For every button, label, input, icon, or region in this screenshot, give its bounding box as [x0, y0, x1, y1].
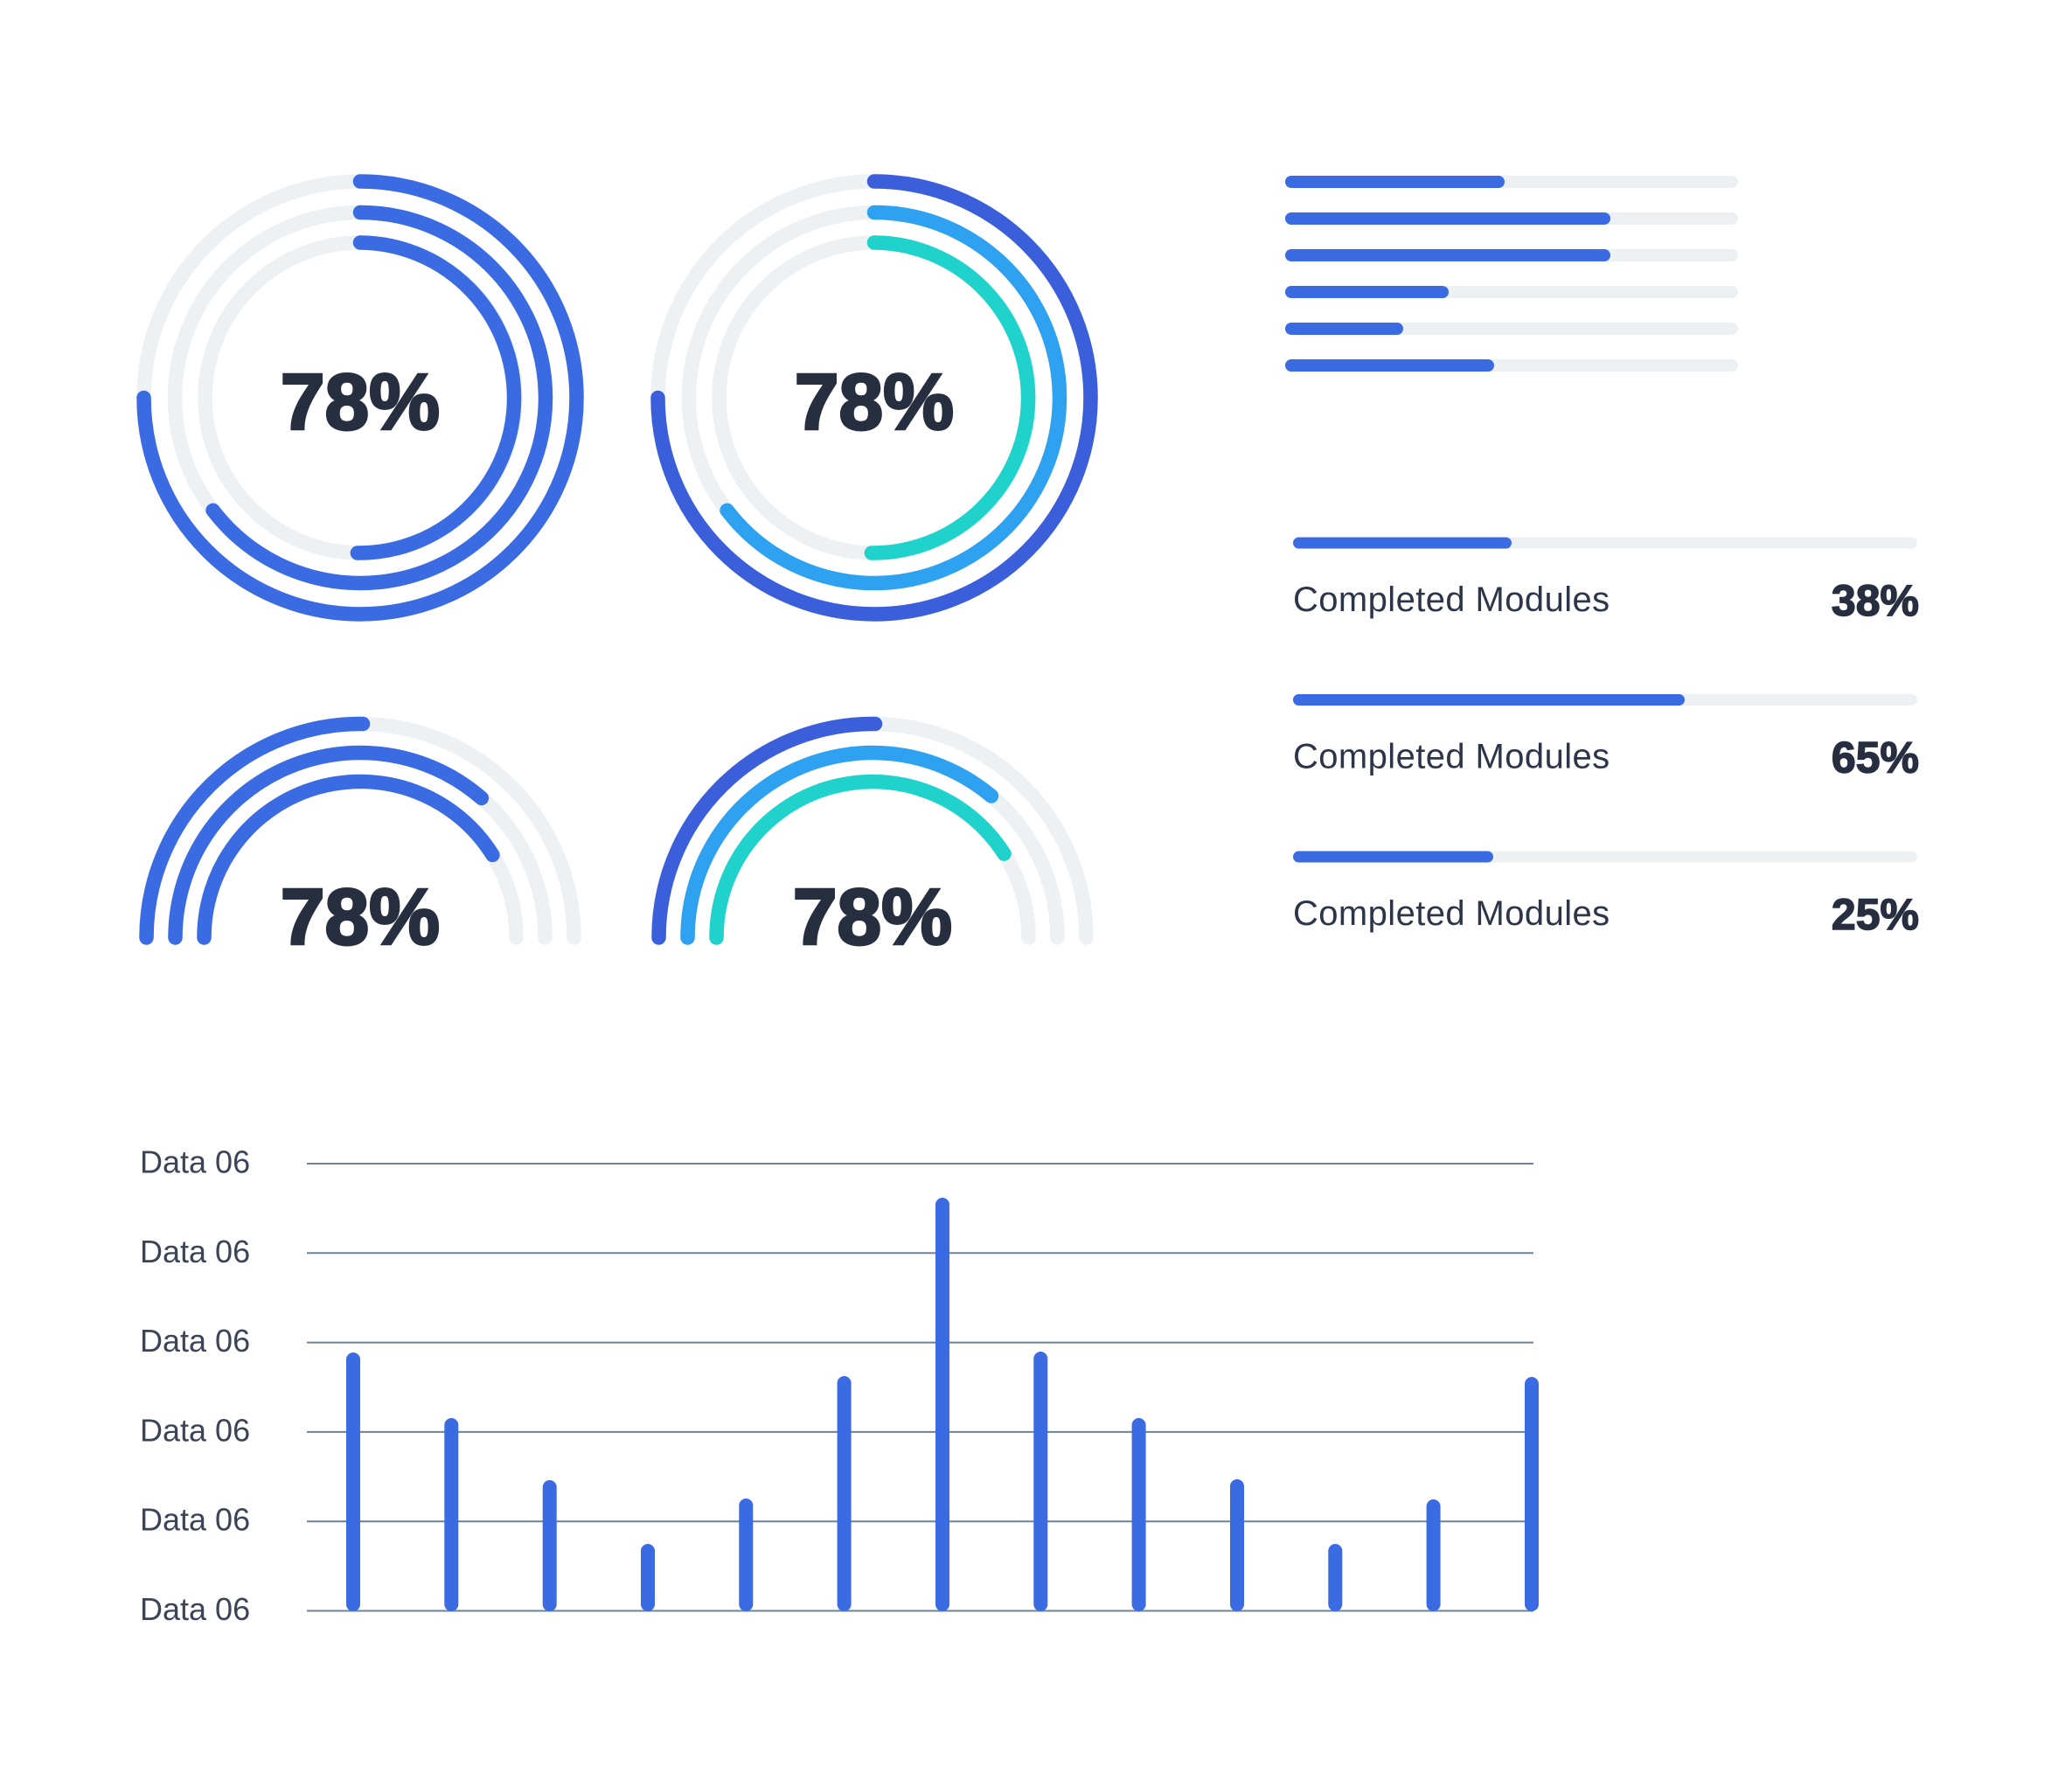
svg-text:Data 06: Data 06 [140, 1502, 250, 1538]
svg-text:Data 06: Data 06 [140, 1144, 250, 1180]
svg-text:Data 06: Data 06 [140, 1412, 250, 1448]
svg-text:78%: 78% [281, 873, 440, 962]
svg-text:78%: 78% [793, 873, 952, 962]
svg-text:Data 06: Data 06 [140, 1591, 250, 1627]
svg-text:Data 06: Data 06 [140, 1234, 250, 1269]
svg-text:Completed Modules: Completed Modules [1293, 738, 1610, 776]
svg-text:25%: 25% [1832, 890, 1919, 939]
svg-text:78%: 78% [795, 358, 954, 447]
svg-text:38%: 38% [1832, 576, 1919, 625]
svg-text:Completed Modules: Completed Modules [1293, 894, 1610, 933]
svg-text:78%: 78% [281, 358, 440, 447]
svg-text:65%: 65% [1832, 734, 1919, 782]
svg-text:Data 06: Data 06 [140, 1323, 250, 1359]
svg-text:Completed Modules: Completed Modules [1293, 581, 1610, 619]
